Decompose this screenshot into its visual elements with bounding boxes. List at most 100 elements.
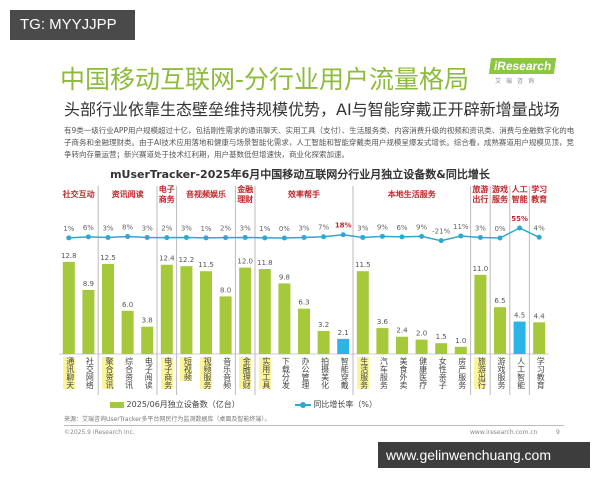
bar-人工智能 xyxy=(513,321,526,354)
growth-point xyxy=(85,234,91,240)
category-label: 社交网络 xyxy=(85,357,95,389)
group-label: 服务 xyxy=(492,194,509,204)
legend-line-label: 同比增长率（%） xyxy=(313,400,378,409)
category-label: 人工智能 xyxy=(516,357,526,389)
slide-subtitle: 头部行业依靠生态壁垒维持规模优势，AI与智能穿戴正开辟新增量战场 xyxy=(64,100,560,119)
bar-健康医疗 xyxy=(415,339,428,354)
bar-办公管理 xyxy=(298,308,310,354)
growth-label: 9% xyxy=(377,223,388,231)
growth-point xyxy=(203,235,209,241)
group-label: 旅游 xyxy=(472,184,488,194)
category-label: 电子阅读 xyxy=(144,357,154,389)
growth-label: 11% xyxy=(453,223,469,231)
bar-value-label: 11.5 xyxy=(355,261,371,269)
bar-value-label: 6.5 xyxy=(494,297,505,305)
category-label: 健康医疗 xyxy=(418,357,428,389)
category-label: 旅游出行 xyxy=(474,357,487,389)
bar-拍摄美化 xyxy=(317,330,330,354)
bar-生活服务 xyxy=(356,271,369,354)
group-label: 理财 xyxy=(237,194,253,204)
growth-label: 3% xyxy=(142,224,153,232)
group-label: 效率帮手 xyxy=(288,189,320,199)
bar-value-label: 2.1 xyxy=(338,329,349,337)
growth-point xyxy=(125,234,131,240)
category-label: 房产服务 xyxy=(457,357,467,389)
bar-女性亲子 xyxy=(435,343,448,354)
growth-label: 3% xyxy=(102,224,113,232)
bar-value-label: 1.5 xyxy=(436,333,447,341)
group-label: 人工 xyxy=(512,184,528,194)
watermark-top-left: TG: MYYJJPP xyxy=(10,10,135,40)
growth-point xyxy=(223,235,229,241)
growth-label: 6% xyxy=(83,224,94,232)
growth-label: 3% xyxy=(181,224,192,232)
group-label: 电子 xyxy=(159,184,175,194)
legend: 2025/06月独立设备数（亿台） 同比增长率（%） xyxy=(110,399,377,410)
group-label: 游戏 xyxy=(492,184,508,194)
growth-label: 4% xyxy=(534,224,545,232)
growth-point xyxy=(340,232,346,238)
bar-聚合资讯 xyxy=(102,264,114,354)
growth-point xyxy=(477,234,483,240)
growth-point xyxy=(105,234,111,240)
group-label: 出行 xyxy=(472,194,488,204)
bar-金融理财 xyxy=(239,267,252,354)
legend-bar-swatch xyxy=(110,401,124,408)
bar-value-label: 9.8 xyxy=(279,273,290,281)
bar-美食外卖 xyxy=(396,336,408,354)
group-label: 音视频娱乐 xyxy=(186,189,226,199)
category-label: 汽车服务 xyxy=(379,357,389,389)
category-label: 美食外卖 xyxy=(399,357,408,389)
bar-value-label: 3.8 xyxy=(142,317,153,325)
body-text: 有9类一级行业APP用户规模超过十亿，包括刚性需求的通讯聊天、实用工具（支付）、… xyxy=(64,126,575,159)
category-label: 聚合资讯 xyxy=(102,357,114,389)
bar-短视频 xyxy=(180,266,193,354)
bar-value-label: 3.6 xyxy=(377,318,389,326)
legend-line-swatch xyxy=(294,401,311,408)
growth-point xyxy=(262,235,268,241)
footer-divider xyxy=(64,425,564,426)
watermark-bottom-right: www.gelinwenchuang.com xyxy=(378,442,590,468)
group-label: 智能 xyxy=(512,194,528,204)
growth-point xyxy=(164,235,170,241)
growth-label: 2% xyxy=(220,225,231,233)
growth-point xyxy=(360,234,366,240)
growth-label: 0% xyxy=(279,225,290,233)
category-label: 金融理财 xyxy=(239,357,252,389)
bar-value-label: 6.3 xyxy=(298,299,309,307)
bar-通讯聊天 xyxy=(62,261,75,354)
group-label: 资讯阅读 xyxy=(112,189,144,199)
growth-point xyxy=(301,234,307,240)
growth-label: 0% xyxy=(494,225,505,233)
growth-point xyxy=(517,225,523,231)
category-label: 游戏服务 xyxy=(497,357,506,389)
growth-point xyxy=(458,233,464,239)
bar-房产服务 xyxy=(454,346,467,354)
group-label: 本地生活服务 xyxy=(387,189,437,199)
bar-学习教育 xyxy=(533,322,546,354)
bar-value-label: 3.2 xyxy=(318,321,329,329)
bar-value-label: 12.8 xyxy=(61,252,77,260)
growth-label: 55% xyxy=(511,215,528,223)
bar-value-label: 1.0 xyxy=(455,337,466,345)
category-label: 短视频 xyxy=(180,357,193,381)
growth-label: 3% xyxy=(475,224,486,232)
bar-value-label: 12.0 xyxy=(237,258,253,266)
growth-label: 3% xyxy=(240,224,251,232)
bar-社交网络 xyxy=(82,289,95,354)
growth-label: 2% xyxy=(161,225,172,233)
growth-label: 18% xyxy=(335,222,352,230)
growth-label: 3% xyxy=(357,224,368,232)
growth-point xyxy=(281,235,287,241)
bar-智能穿戴 xyxy=(337,338,350,354)
legend-bar-label: 2025/06月独立设备数（亿台） xyxy=(126,400,240,409)
logo-subtitle: 艾瑞咨询 xyxy=(495,78,540,85)
growth-point xyxy=(438,238,444,244)
bar-实用工具 xyxy=(258,269,271,354)
growth-label: -21% xyxy=(432,228,450,236)
bar-下载分发 xyxy=(278,283,291,354)
bar-value-label: 4.5 xyxy=(514,312,525,320)
bar-旅游出行 xyxy=(474,274,487,354)
bar-value-label: 11.0 xyxy=(473,265,489,273)
